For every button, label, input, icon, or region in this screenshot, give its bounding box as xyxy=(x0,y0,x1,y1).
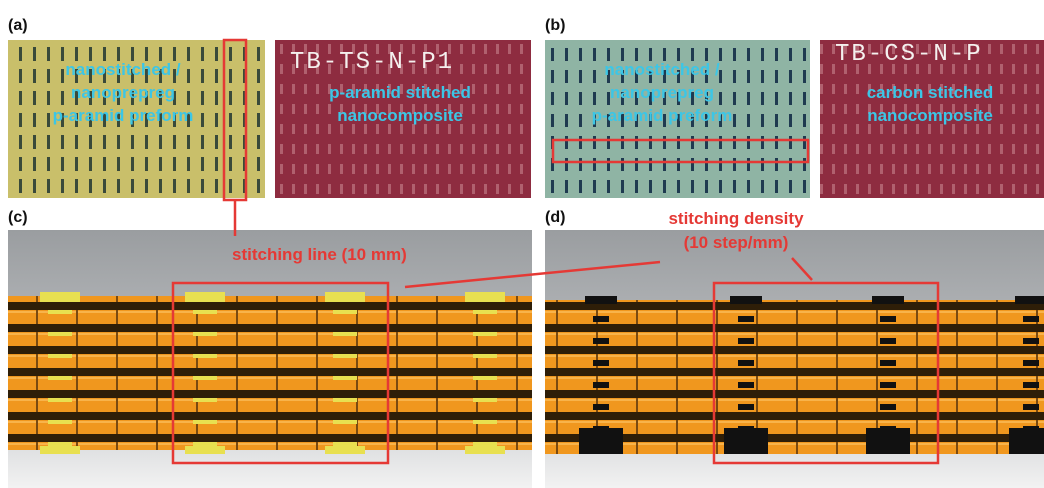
stitch-block xyxy=(880,404,896,410)
stitch-block xyxy=(40,446,80,454)
stitch-block xyxy=(40,292,80,302)
stitch-block xyxy=(193,310,217,314)
stitch-block xyxy=(738,404,754,410)
stitch-block xyxy=(585,296,617,304)
photo-composite-b xyxy=(820,40,1044,198)
caption: p-aramid preform xyxy=(53,106,194,125)
highlight xyxy=(171,38,940,465)
stitch-block xyxy=(1009,428,1044,454)
stitch-block xyxy=(1023,338,1039,344)
stitch-block xyxy=(325,446,365,454)
stitch-block xyxy=(325,292,365,302)
model-panel xyxy=(8,230,532,488)
stitch-block xyxy=(1015,296,1044,304)
stitch-block xyxy=(880,338,896,344)
stitch-block xyxy=(738,382,754,388)
caption: nanostitched / xyxy=(65,60,181,79)
stitch-block xyxy=(1023,360,1039,366)
stitch-block xyxy=(738,338,754,344)
stitch-block xyxy=(1023,316,1039,322)
photo-preform-a xyxy=(8,40,265,198)
stitch-block xyxy=(880,360,896,366)
stitch-block xyxy=(579,428,623,454)
stitch-block xyxy=(730,296,762,304)
caption: nanostitched / xyxy=(604,60,720,79)
stitch-block xyxy=(333,376,357,380)
stitch-block xyxy=(880,316,896,322)
stitch-block xyxy=(738,316,754,322)
caption: nanocomposite xyxy=(867,106,993,125)
caption: nanoprepreg xyxy=(610,83,714,102)
stitch-block xyxy=(185,292,225,302)
stitch-block xyxy=(185,446,225,454)
sample-marking: TB-CS-N-P xyxy=(835,41,983,68)
stitch-block xyxy=(738,360,754,366)
stitch-block xyxy=(473,442,497,446)
stitch-block xyxy=(473,398,497,402)
photo-composite-a xyxy=(275,40,531,198)
stitch-block xyxy=(593,404,609,410)
stitch-block xyxy=(333,420,357,424)
stitch-block xyxy=(872,296,904,304)
annotation: (10 step/mm) xyxy=(684,233,789,252)
stitch-block xyxy=(48,354,72,358)
stitch-block xyxy=(593,316,609,322)
panel-label: (a) xyxy=(8,17,28,34)
stitch-block xyxy=(724,428,768,454)
stitch-block xyxy=(48,442,72,446)
stitch-block xyxy=(48,398,72,402)
stitch-block xyxy=(473,376,497,380)
stitch-block xyxy=(473,310,497,314)
photo-preform-b xyxy=(545,40,810,198)
stitch-block xyxy=(48,376,72,380)
stitch-block xyxy=(866,428,910,454)
panel-label: (d) xyxy=(545,209,565,226)
stitch-block xyxy=(193,376,217,380)
stitch-block xyxy=(333,332,357,336)
caption: p-aramid stitched xyxy=(329,83,471,102)
stitch-block xyxy=(333,442,357,446)
annotation: stitching density xyxy=(668,209,804,228)
stitch-block xyxy=(1023,404,1039,410)
stitch-block xyxy=(333,310,357,314)
stitch-block xyxy=(193,442,217,446)
stitch-block xyxy=(1023,382,1039,388)
stitch-block xyxy=(880,382,896,388)
stitch-block xyxy=(465,292,505,302)
stitch-block xyxy=(333,354,357,358)
stitch-block xyxy=(193,398,217,402)
stitch-block xyxy=(593,360,609,366)
model-panel xyxy=(545,230,1044,488)
stitch-block xyxy=(333,398,357,402)
caption: p-aramid preform xyxy=(592,106,733,125)
stitch-block xyxy=(473,332,497,336)
annotation: stitching line (10 mm) xyxy=(232,245,407,264)
stitch-block xyxy=(193,354,217,358)
stitch-block xyxy=(193,332,217,336)
stitch-block xyxy=(48,420,72,424)
caption: nanoprepreg xyxy=(71,83,175,102)
stitch-block xyxy=(473,420,497,424)
stitch-block xyxy=(593,338,609,344)
stitch-block xyxy=(48,310,72,314)
stitch-block xyxy=(465,446,505,454)
stitch-block xyxy=(593,382,609,388)
stitch-block xyxy=(473,354,497,358)
caption: carbon stitched xyxy=(867,83,994,102)
stitch-block xyxy=(193,420,217,424)
panel-label: (b) xyxy=(545,17,565,34)
caption: nanocomposite xyxy=(337,106,463,125)
stitch-block xyxy=(48,332,72,336)
panel-label: (c) xyxy=(8,209,28,226)
sample-marking: TB-TS-N-P1 xyxy=(290,49,454,76)
